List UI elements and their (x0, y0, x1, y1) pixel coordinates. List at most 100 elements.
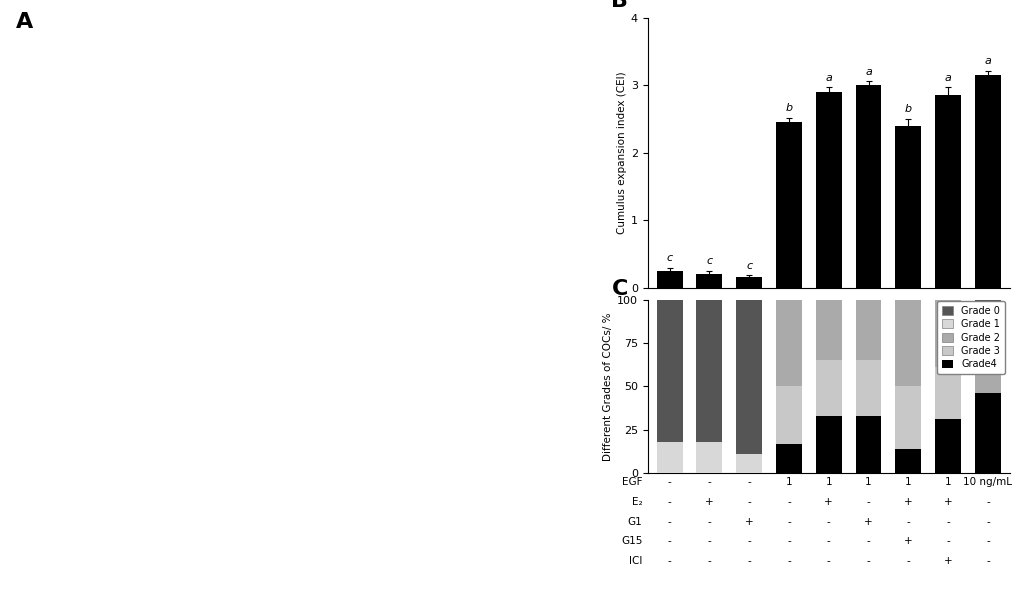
Text: -: - (985, 497, 988, 507)
Text: -: - (787, 497, 790, 507)
Text: -: - (906, 517, 909, 527)
Text: c: c (705, 256, 711, 266)
Text: +: + (943, 556, 952, 566)
Text: c: c (665, 253, 672, 264)
Bar (815, 92, 841, 288)
Text: -: - (866, 497, 869, 507)
Text: -: - (985, 556, 988, 566)
Text: a: a (983, 56, 990, 66)
Text: -: - (707, 517, 710, 527)
Text: a: a (864, 66, 871, 77)
Text: -: - (707, 537, 710, 546)
Bar (855, 244, 880, 253)
Text: C: C (611, 279, 628, 299)
Text: -: - (787, 556, 790, 566)
Bar (736, 277, 761, 288)
Bar (895, 386, 920, 449)
Text: 1: 1 (864, 477, 871, 487)
Bar (895, 126, 920, 288)
Text: -: - (906, 556, 909, 566)
Bar (696, 442, 721, 473)
Bar (815, 416, 841, 473)
Text: +: + (863, 517, 872, 527)
Bar (736, 300, 761, 454)
Text: +: + (744, 517, 753, 527)
Text: E₂: E₂ (632, 497, 642, 507)
Bar (656, 442, 682, 473)
Text: EGF: EGF (622, 477, 642, 487)
Text: -: - (787, 537, 790, 546)
Bar (815, 255, 841, 265)
Text: G1: G1 (628, 517, 642, 527)
Text: -: - (707, 477, 710, 487)
Bar (736, 454, 761, 473)
Text: -: - (747, 556, 750, 566)
Text: B: B (611, 0, 628, 11)
Bar (696, 274, 721, 288)
Text: -: - (826, 537, 829, 546)
Text: A: A (16, 12, 34, 32)
Text: -: - (667, 556, 671, 566)
Text: -: - (946, 537, 949, 546)
Text: b: b (904, 104, 911, 114)
Bar (934, 95, 960, 288)
Text: ICI: ICI (629, 556, 642, 566)
Text: -: - (667, 497, 671, 507)
Text: -: - (985, 517, 988, 527)
Bar (656, 271, 682, 288)
Bar (855, 253, 880, 360)
Legend: Grade 0, Grade 1, Grade 2, Grade 3, Grade4: Grade 0, Grade 1, Grade 2, Grade 3, Grad… (935, 301, 1004, 374)
Bar (696, 300, 721, 442)
Text: -: - (826, 556, 829, 566)
Bar (974, 394, 1000, 473)
Text: -: - (747, 537, 750, 546)
Bar (895, 300, 920, 386)
Bar (775, 300, 801, 386)
Text: -: - (707, 556, 710, 566)
Text: 1: 1 (904, 477, 911, 487)
Bar (974, 303, 1000, 394)
Text: +: + (943, 497, 952, 507)
Bar (934, 367, 960, 419)
Bar (775, 386, 801, 444)
Bar (815, 265, 841, 360)
Bar (895, 449, 920, 473)
Bar (974, 300, 1000, 303)
Text: +: + (823, 497, 833, 507)
Text: 10 ng/mL: 10 ng/mL (963, 477, 1012, 487)
Bar (775, 122, 801, 288)
Text: -: - (946, 517, 949, 527)
Text: -: - (747, 497, 750, 507)
Text: c: c (745, 261, 751, 271)
Bar (815, 361, 841, 416)
Text: -: - (747, 477, 750, 487)
Bar (974, 75, 1000, 288)
Text: 1: 1 (824, 477, 832, 487)
Y-axis label: Cumulus expansion index (CEI): Cumulus expansion index (CEI) (616, 71, 626, 234)
Bar (775, 444, 801, 473)
Text: +: + (704, 497, 713, 507)
Text: -: - (866, 537, 869, 546)
Text: +: + (903, 537, 912, 546)
Bar (855, 86, 880, 288)
Bar (934, 419, 960, 473)
Text: -: - (667, 517, 671, 527)
Text: a: a (944, 72, 951, 83)
Text: 1: 1 (785, 477, 792, 487)
Text: -: - (787, 517, 790, 527)
Text: -: - (826, 517, 829, 527)
Text: G15: G15 (621, 537, 642, 546)
Text: -: - (667, 477, 671, 487)
Text: +: + (903, 497, 912, 507)
Text: b: b (785, 103, 792, 113)
Text: -: - (866, 556, 869, 566)
Text: 1: 1 (944, 477, 951, 487)
Bar (934, 263, 960, 367)
Bar (855, 361, 880, 416)
Text: -: - (667, 537, 671, 546)
Bar (656, 300, 682, 442)
Text: a: a (824, 72, 832, 83)
Text: -: - (985, 537, 988, 546)
Y-axis label: Different Grades of COCs/ %: Different Grades of COCs/ % (602, 312, 612, 461)
Bar (855, 416, 880, 473)
